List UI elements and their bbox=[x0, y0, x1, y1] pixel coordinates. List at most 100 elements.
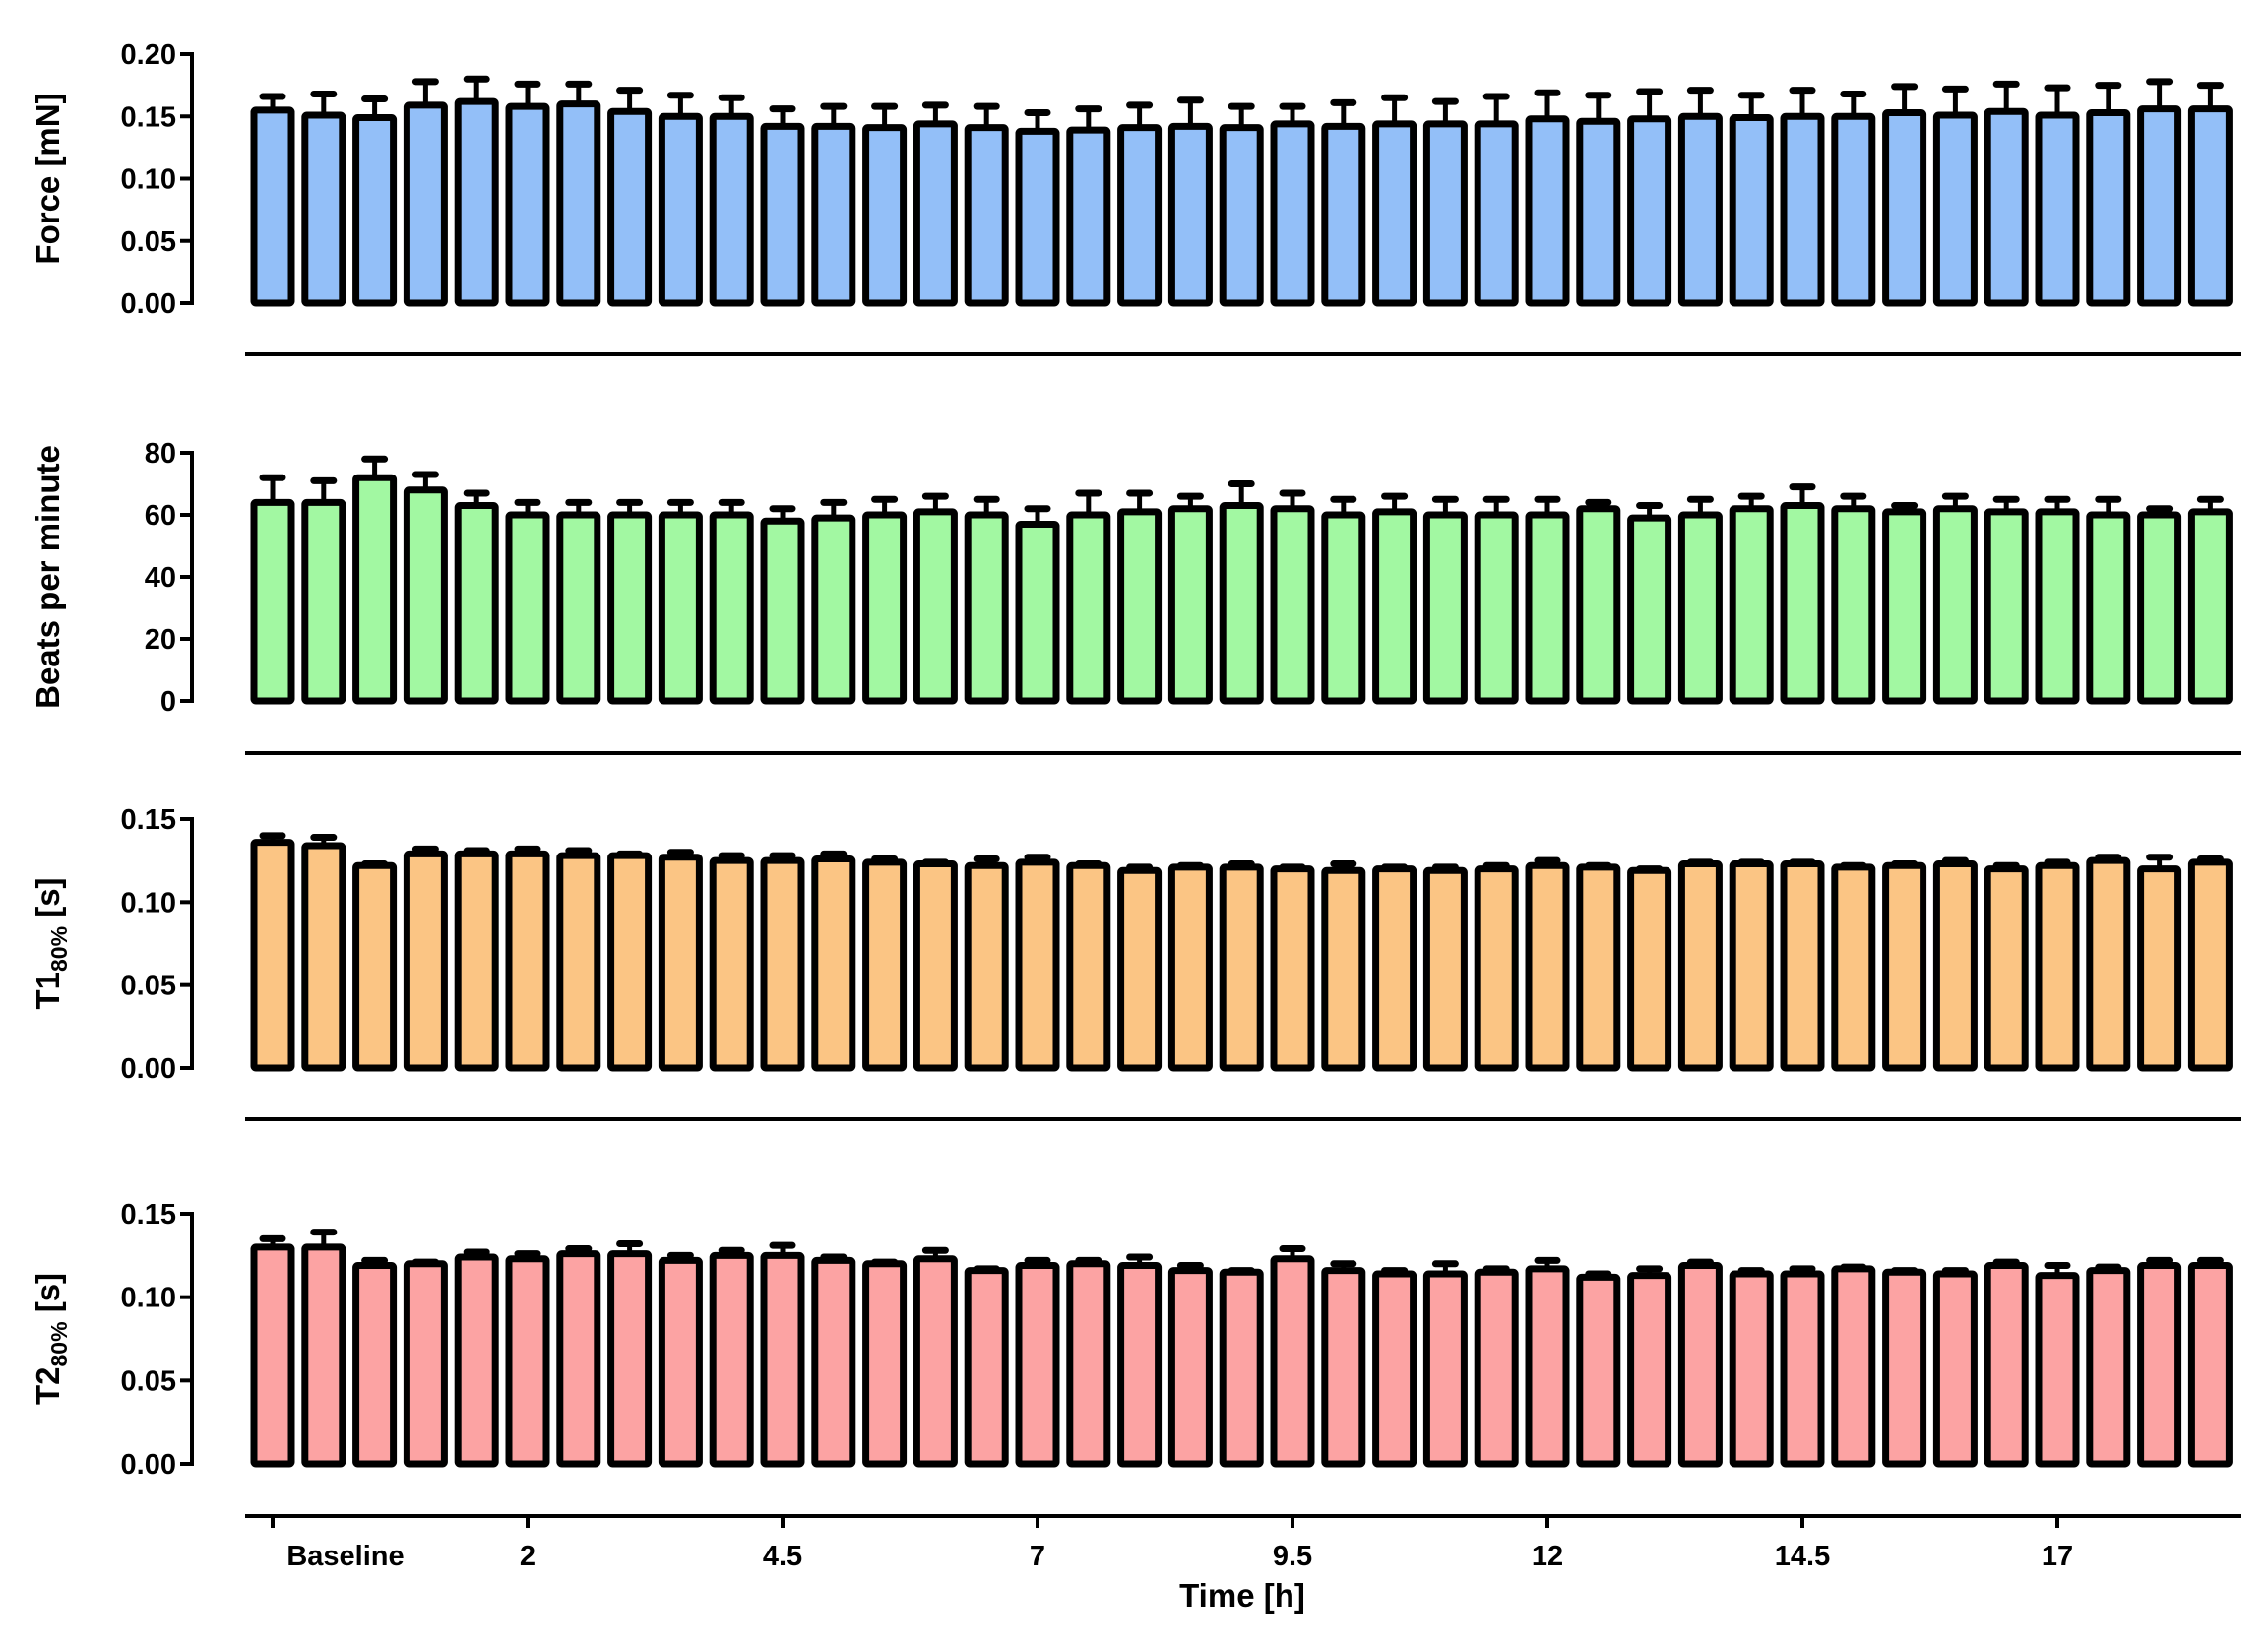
bar bbox=[2187, 858, 2233, 1072]
y-axis-label: T180% [s] bbox=[30, 877, 72, 1009]
bar bbox=[2086, 856, 2131, 1072]
bar bbox=[1117, 1261, 1163, 1468]
panel-4: 0.00 0.05 0.10 0.15 T280% [s] bbox=[30, 1199, 2233, 1481]
bar bbox=[1984, 1261, 2029, 1468]
bar bbox=[1525, 861, 1570, 1072]
bar bbox=[1015, 127, 1060, 307]
bar bbox=[1932, 860, 1978, 1072]
y-tick-label: 0.10 bbox=[121, 887, 176, 918]
y-tick-label: 0.10 bbox=[121, 1283, 176, 1314]
bar bbox=[1372, 120, 1418, 307]
bar bbox=[1882, 108, 1927, 307]
bar bbox=[352, 114, 398, 307]
bar bbox=[1882, 861, 1927, 1072]
bar bbox=[301, 1243, 346, 1468]
bar bbox=[1474, 511, 1519, 705]
bar bbox=[1525, 511, 1570, 705]
bar bbox=[1372, 1270, 1418, 1468]
bar bbox=[913, 120, 958, 307]
bar bbox=[2187, 1261, 2233, 1468]
bar bbox=[1627, 514, 1672, 705]
bar bbox=[2137, 865, 2182, 1072]
bar bbox=[1066, 861, 1111, 1072]
x-tick-label: Baseline bbox=[286, 1541, 404, 1572]
bar bbox=[1117, 124, 1163, 307]
bar bbox=[709, 112, 754, 307]
y-tick-label: 0.05 bbox=[121, 1365, 176, 1397]
bar bbox=[1219, 1268, 1264, 1468]
bar bbox=[1984, 107, 2029, 307]
bar bbox=[505, 102, 550, 307]
y-tick-label: 40 bbox=[145, 562, 176, 594]
bar bbox=[1219, 502, 1264, 705]
bar bbox=[862, 124, 908, 307]
y-tick-label: 0.10 bbox=[121, 164, 176, 196]
bar bbox=[1066, 126, 1111, 307]
bar bbox=[2035, 508, 2080, 705]
y-tick-label: 0.15 bbox=[121, 804, 176, 836]
bar bbox=[1677, 860, 1723, 1072]
bar bbox=[862, 511, 908, 705]
bar bbox=[1321, 866, 1366, 1072]
bar bbox=[2137, 105, 2182, 307]
y-tick-label: 0.15 bbox=[121, 101, 176, 133]
bar bbox=[607, 511, 653, 705]
bar bbox=[556, 852, 601, 1072]
bar bbox=[1066, 1260, 1111, 1468]
bar bbox=[2137, 511, 2182, 705]
bar bbox=[1576, 863, 1621, 1072]
x-tick-label: 4.5 bbox=[763, 1541, 802, 1572]
bar bbox=[1576, 505, 1621, 705]
bar bbox=[1422, 1270, 1468, 1468]
y-tick-label: 20 bbox=[145, 624, 176, 656]
bar bbox=[1525, 1265, 1570, 1468]
x-axis-label: Time [h] bbox=[1179, 1577, 1305, 1614]
y-tick-label: 0.05 bbox=[121, 226, 176, 258]
bar bbox=[811, 1256, 856, 1468]
bar bbox=[1780, 112, 1825, 307]
bar bbox=[2187, 508, 2233, 705]
bar bbox=[862, 858, 908, 1072]
bar bbox=[1167, 1267, 1213, 1468]
y-tick-label: 0 bbox=[160, 686, 176, 718]
bar bbox=[1677, 112, 1723, 307]
bar bbox=[2187, 105, 2233, 307]
bar bbox=[811, 855, 856, 1072]
bar bbox=[1474, 1268, 1519, 1468]
bar bbox=[250, 498, 295, 705]
bar bbox=[1372, 508, 1418, 705]
bar bbox=[2035, 111, 2080, 307]
bar bbox=[454, 850, 499, 1072]
bar bbox=[352, 1261, 398, 1468]
bar bbox=[1729, 114, 1774, 307]
bar bbox=[1117, 508, 1163, 705]
y-axis-label-main: T1 bbox=[30, 972, 66, 1010]
bar bbox=[709, 856, 754, 1072]
bar bbox=[1015, 520, 1060, 705]
bar bbox=[964, 1267, 1009, 1468]
bar bbox=[352, 861, 398, 1072]
bar bbox=[913, 508, 958, 705]
bar bbox=[1780, 1270, 1825, 1468]
bar bbox=[556, 511, 601, 705]
bar bbox=[1627, 115, 1672, 307]
bar bbox=[1831, 1265, 1876, 1468]
bar bbox=[1422, 120, 1468, 307]
bar bbox=[2086, 511, 2131, 705]
bar bbox=[1321, 1267, 1366, 1468]
bar bbox=[301, 498, 346, 705]
bar bbox=[2137, 1261, 2182, 1468]
bar bbox=[505, 511, 550, 705]
bar bbox=[1780, 502, 1825, 705]
bar bbox=[1932, 1270, 1978, 1468]
x-tick-label: 12 bbox=[1532, 1541, 1563, 1572]
bar bbox=[1219, 863, 1264, 1072]
y-tick-label: 60 bbox=[145, 500, 176, 532]
bar bbox=[250, 106, 295, 307]
bar bbox=[250, 1243, 295, 1468]
bar bbox=[709, 1251, 754, 1468]
y-tick-label: 0.00 bbox=[121, 288, 176, 320]
bar bbox=[1422, 866, 1468, 1072]
bar bbox=[454, 97, 499, 307]
